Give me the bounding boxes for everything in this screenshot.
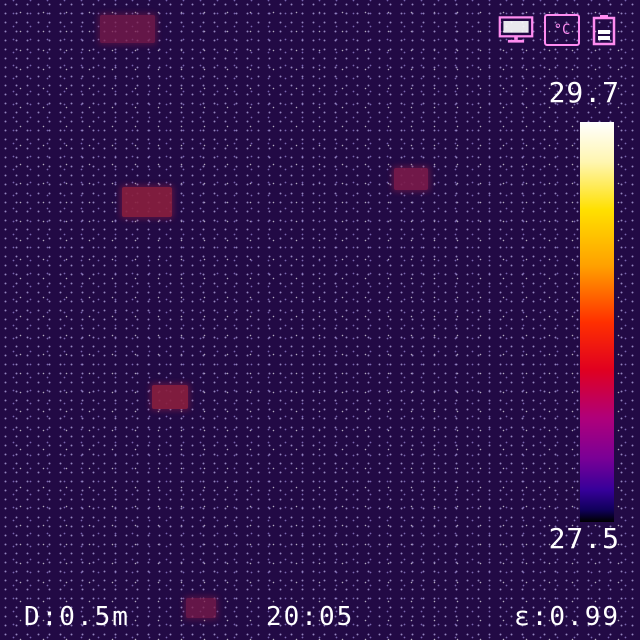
- monitor-icon[interactable]: [498, 14, 534, 46]
- heat-spot: [394, 168, 428, 190]
- status-footer: D:0.5m 20:05 ε:0.99: [0, 602, 640, 634]
- unit-label: °C: [553, 22, 571, 38]
- battery-icon: [590, 14, 618, 46]
- heat-spot: [152, 385, 188, 409]
- heat-spot: [122, 187, 172, 217]
- heat-spot: [186, 598, 216, 618]
- status-icons: °C: [498, 14, 618, 46]
- celsius-icon[interactable]: °C: [544, 14, 580, 46]
- time-readout: 20:05: [266, 602, 355, 632]
- color-scale-bar: [580, 122, 614, 522]
- emissivity-readout: ε:0.99: [514, 602, 620, 632]
- scale-min-temperature: 27.5: [548, 522, 620, 555]
- scale-max-temperature: 29.7: [548, 76, 620, 109]
- heat-spot: [100, 15, 155, 43]
- distance-readout: D:0.5m: [24, 602, 130, 632]
